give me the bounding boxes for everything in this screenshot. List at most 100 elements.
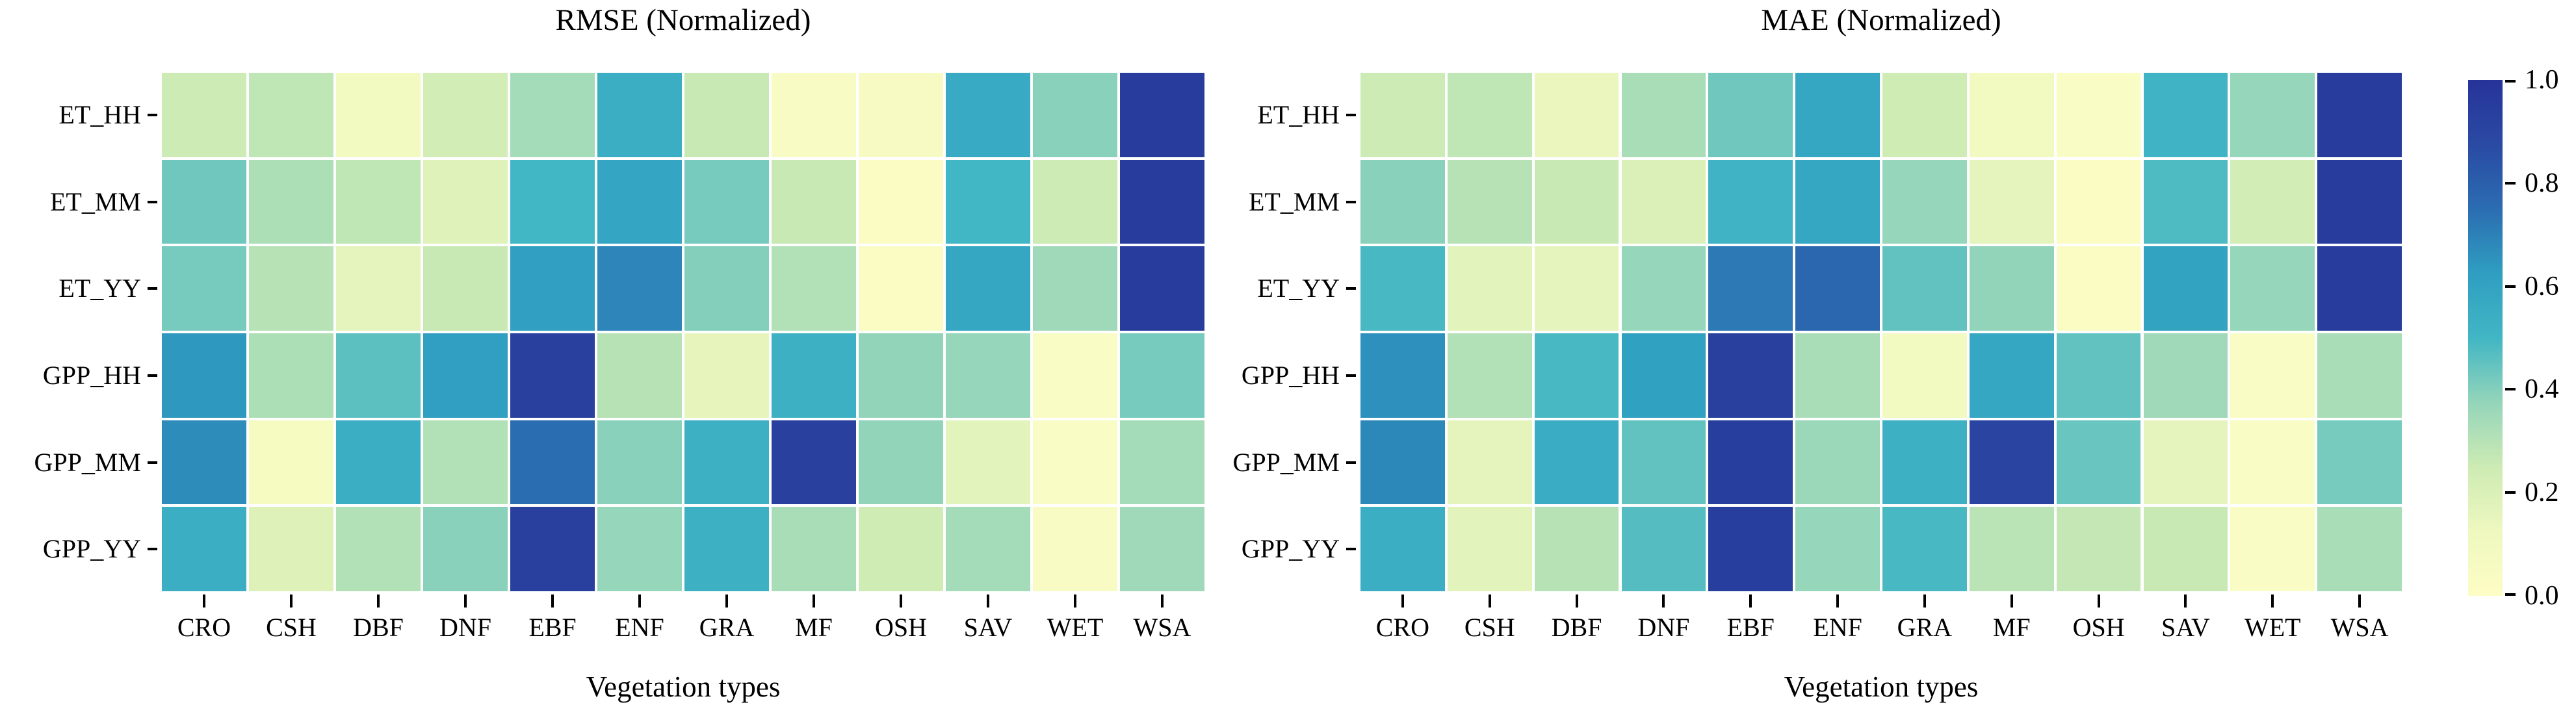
- heatmap-cell: [2230, 420, 2315, 505]
- x-tick-label: DNF: [1637, 613, 1690, 642]
- heatmap-cell: [772, 246, 856, 331]
- heatmap-cell: [684, 420, 769, 505]
- heatmap-cell: [510, 73, 595, 157]
- heatmap-cell: [1360, 73, 1445, 157]
- heatmap-cell: [2230, 507, 2315, 591]
- heatmap-cell: [859, 246, 943, 331]
- x-tick-label: SAV: [963, 613, 1013, 642]
- heatmap-cell: [1621, 246, 1706, 331]
- heatmap-cell: [859, 333, 943, 418]
- heatmap-cell: [2143, 420, 2228, 505]
- panel-mae-xaxis-title: Vegetation types: [1784, 671, 1979, 703]
- heatmap-cell: [1708, 73, 1793, 157]
- heatmap-cell: [510, 333, 595, 418]
- heatmap-cell: [684, 159, 769, 244]
- heatmap-cell: [772, 333, 856, 418]
- heatmap-cell: [1120, 507, 1204, 591]
- x-tick-label: MF: [1992, 613, 2031, 642]
- heatmap-cell: [1621, 73, 1706, 157]
- x-axis-tick: [1488, 595, 1491, 607]
- heatmap-cell: [859, 507, 943, 591]
- heatmap-cell: [2317, 246, 2402, 331]
- y-axis-tick: [1346, 548, 1356, 551]
- heatmap-cell: [1969, 333, 2054, 418]
- heatmap-cell: [772, 420, 856, 505]
- x-axis-tick: [203, 595, 205, 607]
- heatmap-cell: [1969, 420, 2054, 505]
- heatmap-cell: [946, 420, 1030, 505]
- heatmap-cell: [2317, 420, 2402, 505]
- y-axis-tick: [148, 374, 157, 377]
- heatmap-cell: [2317, 73, 2402, 157]
- heatmap-cell: [249, 73, 333, 157]
- heatmap-cell: [684, 333, 769, 418]
- heatmap-cell: [1621, 420, 1706, 505]
- heatmap-cell: [336, 333, 421, 418]
- heatmap-cell: [597, 246, 682, 331]
- heatmap-cell: [1621, 159, 1706, 244]
- heatmap-cell: [1708, 507, 1793, 591]
- heatmap-cell: [423, 333, 508, 418]
- heatmap-cell: [162, 420, 246, 505]
- heatmap-cell: [2230, 159, 2315, 244]
- heatmap-cell: [510, 420, 595, 505]
- y-axis-tick: [148, 113, 157, 116]
- heatmap-cell: [1360, 507, 1445, 591]
- x-tick-label: DNF: [439, 613, 492, 642]
- x-axis-tick: [813, 595, 815, 607]
- heatmap-cell: [2230, 246, 2315, 331]
- heatmap-cell: [1969, 507, 2054, 591]
- heatmap-cell: [684, 507, 769, 591]
- x-tick-label: DBF: [353, 613, 404, 642]
- heatmap-cell: [946, 507, 1030, 591]
- heatmap-cell: [1708, 420, 1793, 505]
- x-axis-tick: [2271, 595, 2274, 607]
- x-tick-label: MF: [795, 613, 833, 642]
- heatmap-cell: [162, 246, 246, 331]
- y-tick-label: ET_YY: [1257, 274, 1340, 303]
- heatmap-cell: [1120, 333, 1204, 418]
- x-tick-label: EBF: [1726, 613, 1775, 642]
- heatmap-cell: [1708, 333, 1793, 418]
- heatmap-cell: [2317, 333, 2402, 418]
- colorbar-tick: [2505, 181, 2516, 185]
- heatmap-cell: [510, 159, 595, 244]
- x-tick-label: OSH: [874, 613, 928, 642]
- x-axis-tick: [377, 595, 380, 607]
- y-tick-label: GPP_HH: [42, 360, 141, 390]
- y-axis-tick: [1346, 200, 1356, 203]
- y-axis-tick: [148, 287, 157, 290]
- heatmap-cell: [2056, 73, 2141, 157]
- colorbar-tick: [2505, 80, 2516, 83]
- x-tick-label: SAV: [2161, 613, 2210, 642]
- heatmap-cell: [2056, 333, 2141, 418]
- heatmap-cell: [2056, 507, 2141, 591]
- heatmap-cell: [2143, 159, 2228, 244]
- heatmap-cell: [1882, 420, 1967, 505]
- y-tick-label: GPP_YY: [1241, 534, 1340, 564]
- y-tick-label: ET_HH: [1257, 99, 1340, 129]
- x-tick-label: GRA: [699, 613, 755, 642]
- heatmap-cell: [1360, 333, 1445, 418]
- y-axis-tick: [148, 461, 157, 464]
- heatmap-cell: [1447, 507, 1532, 591]
- heatmap-cell: [1360, 159, 1445, 244]
- heatmap-cell: [1795, 159, 1880, 244]
- heatmap-cell: [1882, 246, 1967, 331]
- x-axis-tick: [2358, 595, 2361, 607]
- heatmap-cell: [162, 507, 246, 591]
- heatmap-cell: [1033, 333, 1117, 418]
- heatmap-cell: [1795, 246, 1880, 331]
- y-tick-label: ET_MM: [50, 186, 141, 216]
- x-axis-tick: [551, 595, 554, 607]
- y-axis-tick: [1346, 461, 1356, 464]
- panel-rmse-xaxis-title: Vegetation types: [586, 671, 781, 703]
- heatmap-cell: [1534, 507, 1619, 591]
- x-axis-tick: [1923, 595, 1926, 607]
- heatmap-cell: [946, 246, 1030, 331]
- x-axis-tick: [900, 595, 902, 607]
- heatmap-cell: [1033, 420, 1117, 505]
- colorbar-tick: [2505, 388, 2516, 391]
- heatmap-cell: [859, 73, 943, 157]
- y-axis-tick: [1346, 287, 1356, 290]
